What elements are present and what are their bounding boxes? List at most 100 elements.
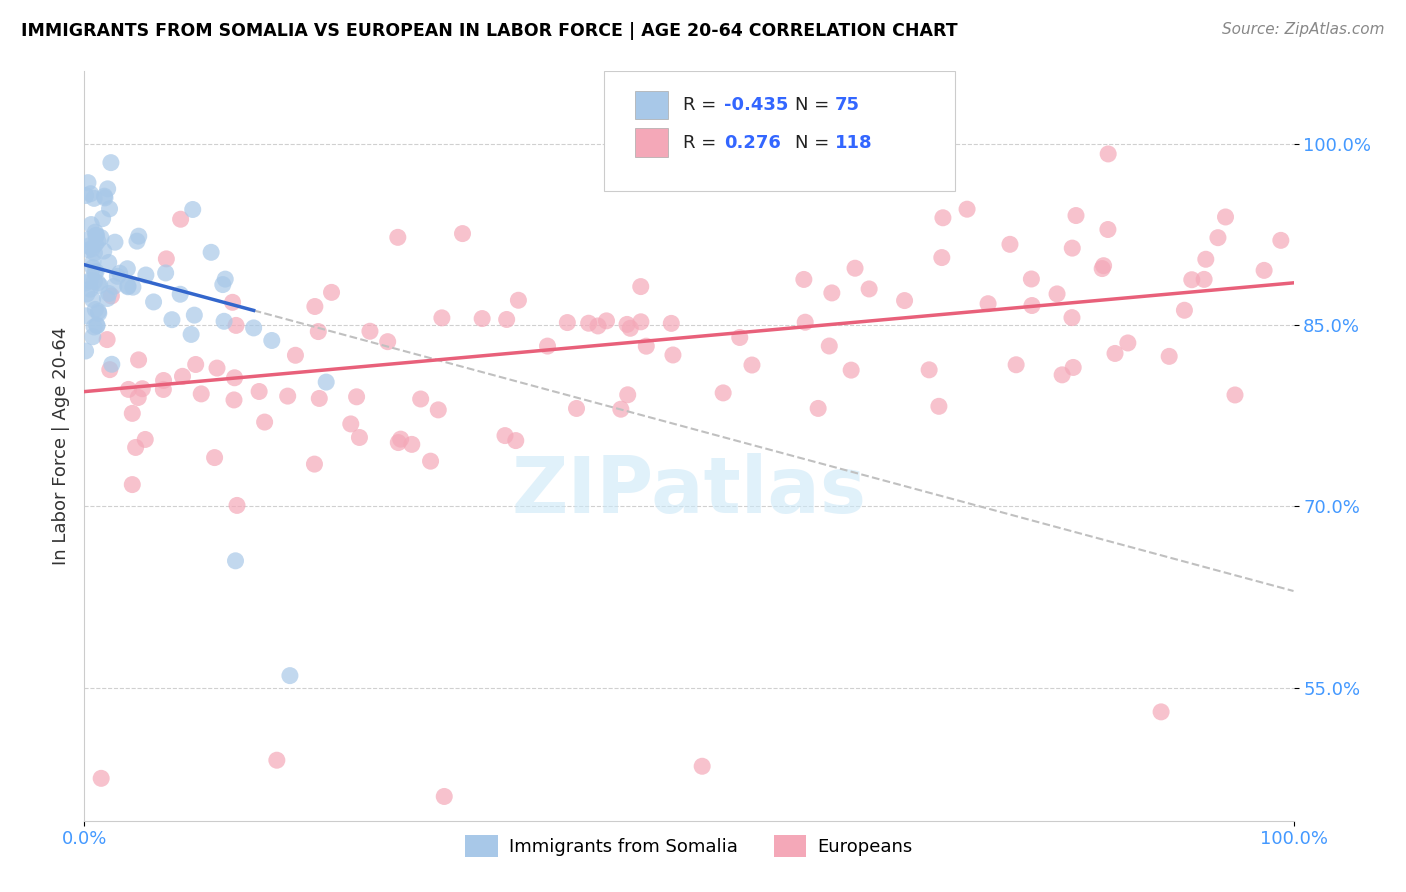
Point — [821, 285, 844, 300]
Point — [772, 141, 794, 155]
Point — [84, 225, 107, 239]
Point — [221, 295, 243, 310]
Point — [1253, 263, 1275, 277]
Point — [321, 285, 343, 300]
Point — [117, 383, 139, 397]
Point — [1104, 346, 1126, 360]
Point — [90, 772, 112, 786]
Point — [104, 235, 127, 250]
Point — [155, 252, 177, 266]
Point — [387, 435, 409, 450]
Point — [152, 383, 174, 397]
Point — [1021, 272, 1043, 286]
Point — [75, 309, 97, 323]
Point — [172, 369, 194, 384]
Point — [103, 279, 125, 293]
Point — [190, 387, 212, 401]
Text: IMMIGRANTS FROM SOMALIA VS EUROPEAN IN LABOR FORCE | AGE 20-64 CORRELATION CHART: IMMIGRANTS FROM SOMALIA VS EUROPEAN IN L… — [21, 22, 957, 40]
Point — [84, 237, 107, 252]
Text: N =: N = — [796, 96, 835, 114]
Point — [433, 789, 456, 804]
Point — [359, 324, 381, 338]
Point — [77, 239, 100, 253]
Point — [97, 182, 120, 196]
Point — [1215, 210, 1237, 224]
Text: Source: ZipAtlas.com: Source: ZipAtlas.com — [1222, 22, 1385, 37]
Point — [1116, 335, 1139, 350]
Point — [1060, 310, 1083, 325]
Point — [134, 433, 156, 447]
Point — [557, 316, 579, 330]
Point — [77, 232, 100, 246]
Point — [204, 450, 226, 465]
Point — [135, 268, 157, 282]
Point — [471, 311, 494, 326]
Point — [793, 272, 815, 286]
Point — [595, 314, 617, 328]
Point — [108, 266, 131, 280]
Point — [77, 243, 100, 257]
Point — [1062, 360, 1084, 375]
Y-axis label: In Labor Force | Age 20-64: In Labor Force | Age 20-64 — [52, 326, 70, 566]
Point — [184, 358, 207, 372]
Point — [211, 277, 233, 292]
Point — [225, 318, 247, 333]
Point — [278, 668, 301, 682]
Point — [122, 280, 145, 294]
Point — [224, 371, 246, 385]
Point — [75, 343, 97, 358]
Point — [77, 176, 100, 190]
Point — [82, 260, 104, 275]
Point — [214, 272, 236, 286]
Point — [636, 339, 658, 353]
Point — [131, 382, 153, 396]
Point — [308, 392, 330, 406]
Point — [565, 401, 588, 416]
Point — [117, 279, 139, 293]
Point — [124, 441, 146, 455]
Text: 75: 75 — [835, 96, 860, 114]
Point — [346, 390, 368, 404]
Point — [79, 282, 101, 296]
Point — [86, 318, 108, 333]
Point — [277, 389, 299, 403]
Point — [659, 317, 682, 331]
Point — [247, 384, 270, 399]
Point — [1091, 261, 1114, 276]
Point — [690, 759, 713, 773]
Text: R =: R = — [683, 96, 721, 114]
FancyBboxPatch shape — [634, 91, 668, 120]
Point — [98, 202, 121, 216]
Point — [183, 308, 205, 322]
Point — [225, 554, 247, 568]
Point — [304, 457, 326, 471]
Point — [222, 392, 245, 407]
Point — [630, 315, 652, 329]
Point — [242, 321, 264, 335]
Point — [1270, 233, 1292, 247]
Text: 118: 118 — [835, 134, 873, 152]
Point — [1092, 259, 1115, 273]
Point — [1159, 350, 1181, 364]
Point — [97, 286, 120, 301]
Point — [205, 361, 228, 376]
Point — [142, 294, 165, 309]
Point — [844, 261, 866, 276]
Point — [616, 318, 638, 332]
Point — [284, 348, 307, 362]
Text: ZIPatlas: ZIPatlas — [512, 453, 866, 529]
Point — [86, 228, 108, 243]
Point — [349, 430, 371, 444]
Text: -0.435: -0.435 — [724, 96, 789, 114]
Point — [98, 362, 121, 376]
Point — [839, 363, 862, 377]
Point — [97, 255, 120, 269]
Legend: Immigrants from Somalia, Europeans: Immigrants from Somalia, Europeans — [458, 828, 920, 864]
Point — [918, 363, 941, 377]
Point — [91, 211, 114, 226]
Point — [160, 312, 183, 326]
Point — [83, 274, 105, 288]
Point — [610, 402, 633, 417]
Point — [82, 242, 104, 256]
Point — [84, 302, 107, 317]
